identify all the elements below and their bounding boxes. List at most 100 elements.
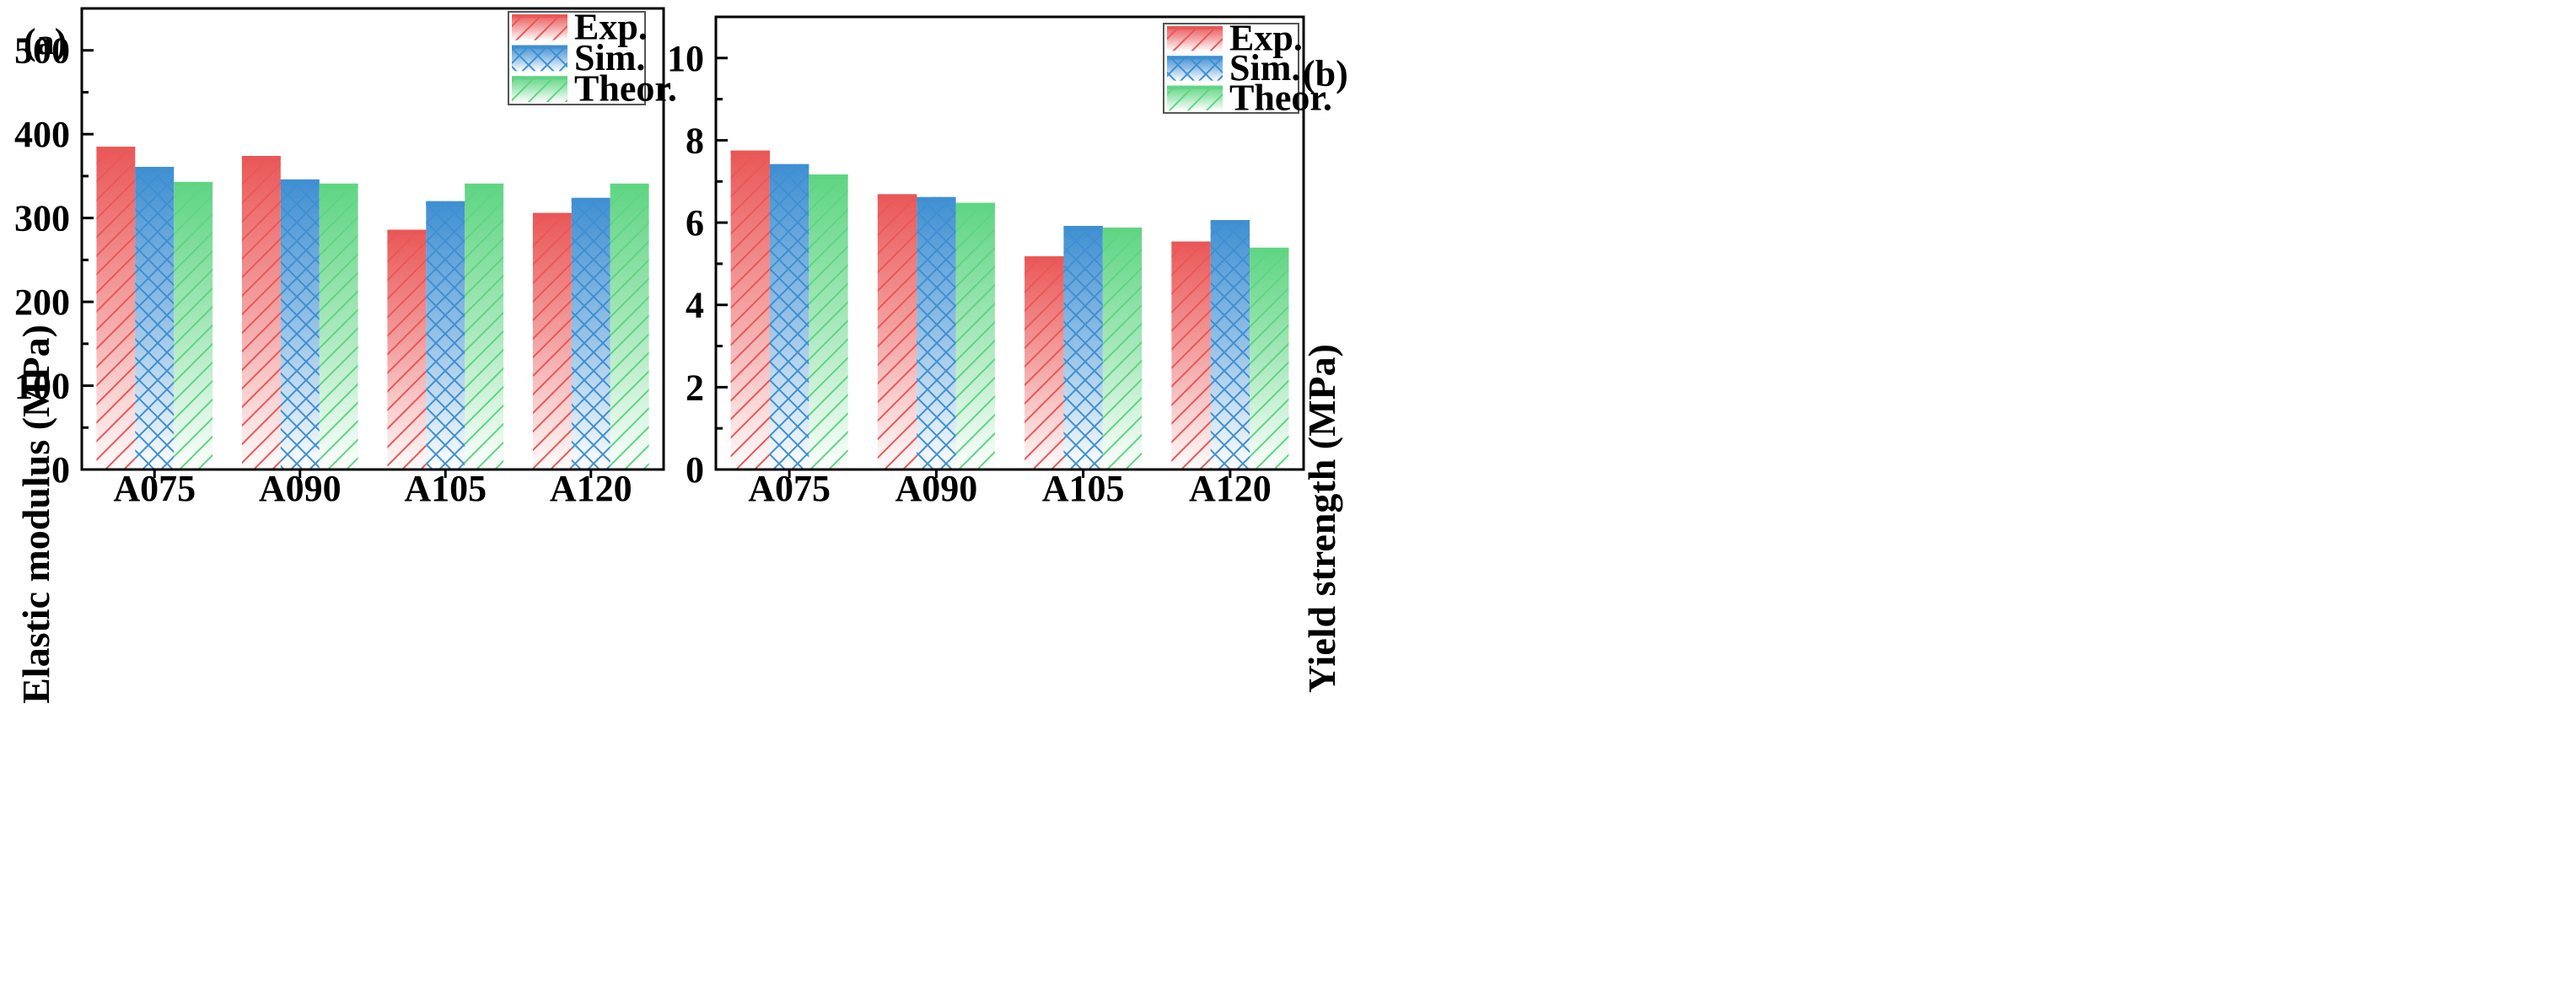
legend-label-b-sim: Sim. [1229, 47, 1300, 89]
bar-a-a105-theor-hatch [465, 183, 504, 470]
bar-a-a120-exp-top [532, 212, 572, 217]
y-tick-label-a-3: 300 [14, 198, 70, 239]
legend-swatch-hatch-b-exp [1167, 26, 1223, 51]
legend-label-b-theor: Theor. [1229, 77, 1332, 118]
y-tick-label-b-3: 6 [686, 202, 704, 244]
bar-a-a105-exp-hatch [387, 229, 427, 469]
bar-b-a120-theor-hatch [1250, 247, 1289, 469]
y-tick-label-a-5: 500 [14, 30, 70, 72]
x-tick-label-a-a120: A120 [550, 468, 632, 509]
bars-a [96, 147, 649, 470]
y-tick-label-a-2: 200 [14, 282, 70, 323]
y-tick-label-b-5: 10 [667, 38, 704, 79]
y-axis-title-a: Elastic modulus (MPa) [14, 325, 57, 704]
bar-b-a090-exp-top [877, 194, 917, 199]
bar-b-a120-exp-hatch [1171, 241, 1211, 469]
bar-a-a090-theor-top [319, 183, 358, 188]
ticks-b: A075 A090 A105 A120 0 2 4 6 8 10 [667, 15, 1272, 509]
legend-a: Exp.Sim.Theor. [508, 6, 677, 110]
legend-swatch-hatch-b-theor [1167, 85, 1223, 110]
bar-a-a075-theor-hatch [174, 181, 213, 469]
legend-label-a-exp: Exp. [574, 6, 648, 47]
bar-b-a105-theor-top [1102, 227, 1143, 232]
bar-a-a090-exp-top [241, 156, 281, 161]
bar-a-a090-sim-top [280, 179, 320, 184]
y-tick-label-a-1: 100 [14, 366, 70, 407]
bar-b-a075-theor-top [809, 174, 848, 179]
legend-label-b-exp: Exp. [1229, 18, 1303, 59]
panel-label-b: (b) [1303, 53, 1348, 94]
axes-b [714, 15, 1305, 471]
plot-frame-b [714, 15, 1305, 471]
bar-b-a120-sim-top [1210, 220, 1250, 225]
x-tick-label-a-a075: A075 [113, 468, 196, 509]
bar-b-a075-sim-top [769, 164, 809, 169]
x-tick-label-b-a090: A090 [895, 468, 977, 509]
legend-swatch-top-a-theor [512, 76, 567, 80]
x-tick-label-b-a120: A120 [1189, 468, 1272, 509]
legend-swatch-top-b-theor [1167, 85, 1223, 89]
legend-swatch-hatch-a-sim [512, 45, 567, 72]
axes-a [80, 7, 665, 471]
bar-b-a105-sim-hatch [1063, 225, 1103, 469]
panel-label-a: (a) [24, 21, 67, 62]
legend-swatch-top-b-sim [1167, 56, 1223, 60]
bar-b-a120-sim-hatch [1210, 220, 1250, 469]
bar-b-a105-sim-top [1063, 225, 1103, 230]
plot-frame-a [80, 7, 665, 471]
legend-label-a-sim: Sim. [574, 37, 645, 78]
bar-a-a075-exp-top [96, 147, 136, 152]
bar-a-a120-exp-hatch [532, 212, 572, 469]
bar-a-a090-exp-hatch [241, 156, 281, 470]
bar-b-a090-sim-hatch [917, 196, 956, 469]
bar-b-a075-sim-hatch [769, 164, 809, 469]
bar-b-a105-theor-hatch [1102, 227, 1143, 469]
legend-swatch-hatch-b-sim [1167, 56, 1223, 81]
legend-swatch-top-a-exp [512, 14, 567, 18]
y-tick-label-b-1: 2 [686, 367, 704, 408]
legend-b: Exp.Sim.Theor. [1163, 18, 1332, 118]
bar-b-a090-theor-hatch [955, 202, 995, 469]
legend-swatch-top-a-sim [512, 45, 567, 49]
x-tick-label-b-a075: A075 [748, 468, 831, 509]
bar-a-a075-theor-top [174, 181, 213, 186]
legend-swatch-hatch-a-theor [512, 76, 567, 102]
bar-a-a090-sim-hatch [280, 179, 320, 469]
bar-b-a120-exp-top [1171, 241, 1211, 246]
x-tick-label-b-a105: A105 [1042, 468, 1125, 509]
bar-a-a120-theor-top [610, 183, 649, 188]
bar-b-a105-exp-hatch [1024, 256, 1064, 469]
bar-b-a075-theor-hatch [809, 174, 848, 469]
x-tick-label-a-a090: A090 [259, 468, 341, 509]
bar-b-a075-exp-hatch [730, 150, 770, 469]
y-tick-label-a-4: 400 [14, 114, 70, 155]
y-tick-label-b-4: 8 [686, 120, 704, 161]
y-tick-label-b-2: 4 [686, 285, 704, 326]
bar-a-a105-sim-hatch [426, 201, 465, 469]
bar-a-a105-sim-top [426, 201, 465, 206]
bar-b-a090-theor-top [955, 202, 995, 207]
bar-a-a120-sim-top [571, 197, 610, 202]
x-tick-label-a-a105: A105 [404, 468, 487, 509]
bar-a-a120-theor-hatch [610, 183, 649, 470]
bar-a-a075-exp-hatch [96, 147, 136, 469]
bar-a-a105-theor-top [465, 183, 504, 188]
bar-b-a075-exp-top [730, 150, 770, 155]
panel-a: (a) Elastic modulus (MPa) A075 A090 A105 A1… [14, 6, 677, 704]
bar-a-a075-sim-hatch [135, 166, 175, 469]
y-axis-title-b: Yield strength (MPa) [1300, 344, 1343, 693]
legend-swatch-top-b-exp [1167, 26, 1223, 30]
legend-swatch-hatch-a-exp [512, 14, 567, 40]
bar-b-a105-exp-top [1024, 256, 1064, 261]
bar-a-a120-sim-hatch [571, 197, 610, 469]
panel-b: (b) Yield strength (MPa) A075 A090 A105 A12… [667, 15, 1348, 693]
bars-b [730, 150, 1289, 469]
bar-b-a120-theor-top [1250, 247, 1289, 252]
legend-label-a-theor: Theor. [574, 68, 677, 110]
bar-a-a075-sim-top [135, 166, 175, 171]
y-tick-label-b-0: 0 [686, 449, 704, 491]
y-tick-label-a-0: 0 [51, 449, 70, 491]
bar-b-a090-sim-top [917, 196, 956, 201]
